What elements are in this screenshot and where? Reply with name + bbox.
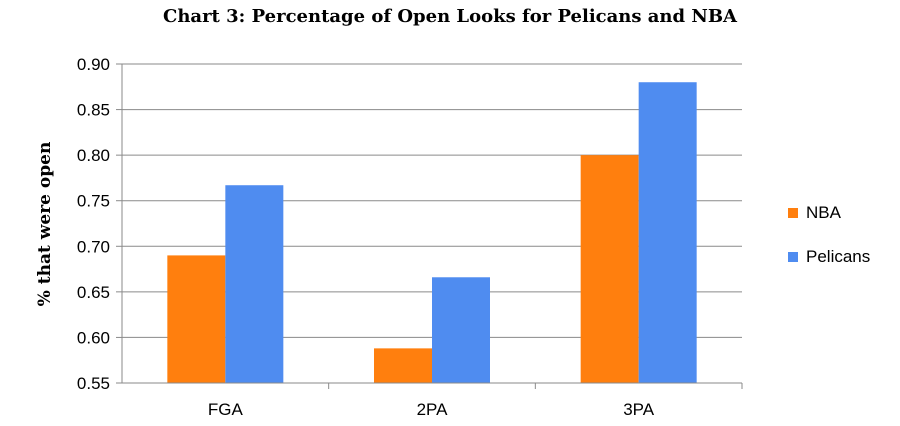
legend-swatch-pelicans	[788, 252, 798, 262]
bar-nba-fga	[167, 255, 226, 383]
y-axis-label: % that were open	[35, 142, 55, 307]
chart-title: Chart 3: Percentage of Open Looks for Pe…	[163, 6, 737, 27]
y-tick-label: 0.65	[77, 283, 110, 302]
x-tick-label: FGA	[208, 400, 244, 419]
legend-label-nba: NBA	[806, 203, 842, 222]
x-tick-label: 2PA	[417, 400, 449, 419]
bar-pelicans-2pa	[432, 277, 490, 383]
y-tick-label: 0.70	[77, 237, 110, 256]
bars	[167, 82, 697, 383]
y-tick-label: 0.75	[77, 192, 110, 211]
legend: NBA Pelicans	[788, 203, 870, 266]
bar-nba-3pa	[580, 155, 639, 383]
bar-pelicans-fga	[225, 185, 284, 383]
x-tick-label: 3PA	[623, 400, 655, 419]
y-tick-label: 0.60	[77, 328, 110, 347]
y-tick-label: 0.80	[77, 146, 110, 165]
y-tick-label: 0.55	[77, 374, 110, 393]
bar-nba-2pa	[374, 348, 432, 383]
bar-pelicans-3pa	[638, 82, 697, 383]
axes: 0.55 0.60 0.65 0.70 0.75 0.80 0.85 0.90 FGA 2PA 3P…	[77, 55, 743, 419]
legend-swatch-nba	[788, 208, 798, 218]
legend-label-pelicans: Pelicans	[806, 247, 870, 266]
y-tick-label: 0.85	[77, 101, 110, 120]
y-tick-label: 0.90	[77, 55, 110, 74]
